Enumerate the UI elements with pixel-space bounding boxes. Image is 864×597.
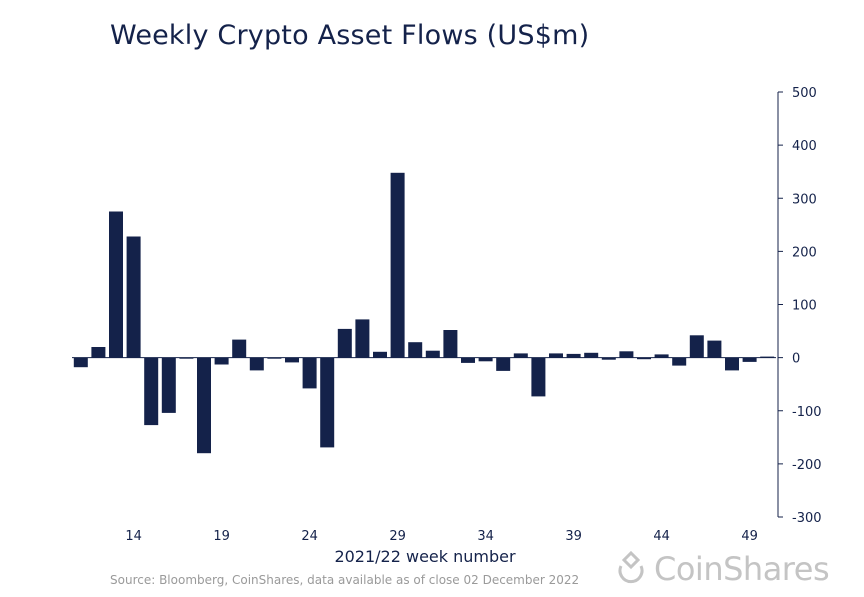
bar-2021/37 xyxy=(531,357,546,397)
bar-2021/49 xyxy=(742,357,757,362)
bar-2021/17 xyxy=(179,357,194,359)
bar-2021/20 xyxy=(232,339,247,358)
x-tick-label: 29 xyxy=(389,529,406,544)
bar-2021/25 xyxy=(320,357,335,448)
bar-2021/28 xyxy=(373,351,387,358)
bar-2021/18 xyxy=(197,357,211,454)
x-tick-label: 34 xyxy=(477,529,494,544)
source-note: Source: Bloomberg, CoinShares, data avai… xyxy=(110,573,580,587)
bar-2021/12 xyxy=(91,347,106,358)
bar-2021/15 xyxy=(144,357,159,426)
y-tick-label: -200 xyxy=(792,458,822,473)
y-tick-label: 400 xyxy=(792,139,817,154)
bar-2021/16 xyxy=(161,357,176,413)
bar-2021/43 xyxy=(637,357,651,360)
bar-2021/48 xyxy=(725,357,739,371)
y-tick-label: 100 xyxy=(792,299,817,314)
bar-2021/29 xyxy=(390,172,405,358)
bar-2021/19 xyxy=(214,357,229,365)
y-tick-label: 500 xyxy=(792,86,817,101)
bar-2021/30 xyxy=(408,342,423,358)
bar-2021/46 xyxy=(689,335,704,358)
bar-2021/32 xyxy=(443,330,458,358)
coinshares-logo: CoinShares xyxy=(614,550,830,588)
y-tick-label: 0 xyxy=(792,352,800,367)
bar-2021/35 xyxy=(496,357,511,371)
bar-2021/44 xyxy=(654,354,669,358)
x-tick-label: 19 xyxy=(213,529,230,544)
bar-2021/26 xyxy=(337,328,352,358)
x-tick-label: 44 xyxy=(653,529,670,544)
bar-2021/33 xyxy=(461,357,475,363)
bar-2021/23 xyxy=(285,357,299,363)
x-tick-label: 49 xyxy=(741,529,758,544)
bar-2021/40 xyxy=(584,352,599,358)
coinshares-logo-icon xyxy=(618,551,644,584)
x-tick-label: 24 xyxy=(301,529,318,544)
bar-2021/36 xyxy=(513,353,528,358)
bar-2021/42 xyxy=(619,351,634,358)
y-tick-label: 200 xyxy=(792,245,817,260)
bar-2021/21 xyxy=(249,357,264,371)
x-tick-label: 39 xyxy=(565,529,582,544)
bar-2021/41 xyxy=(601,357,616,360)
bar-2021/22 xyxy=(267,357,282,359)
bar-2021/47 xyxy=(707,340,722,358)
bar-2021/27 xyxy=(355,319,370,358)
bar-2021/14 xyxy=(126,236,141,358)
x-tick-label: 14 xyxy=(125,529,142,544)
bar-2021/45 xyxy=(672,357,687,366)
bar-2021/13 xyxy=(109,211,123,358)
bar-2021/34 xyxy=(478,357,493,362)
y-tick-label: 300 xyxy=(792,192,817,207)
bar-2021/38 xyxy=(549,353,563,358)
bar-2021/31 xyxy=(425,350,440,358)
chart-title: Weekly Crypto Asset Flows (US$m) xyxy=(110,20,590,51)
x-axis-label: 2021/22 week number xyxy=(334,547,516,566)
y-tick-label: -100 xyxy=(792,405,822,420)
logo-wordmark: CoinShares xyxy=(654,550,830,588)
bar-2021/11 xyxy=(73,357,88,368)
bar-2021/24 xyxy=(302,357,317,389)
y-tick-label: -300 xyxy=(792,511,822,526)
bar-2021/39 xyxy=(566,353,581,358)
